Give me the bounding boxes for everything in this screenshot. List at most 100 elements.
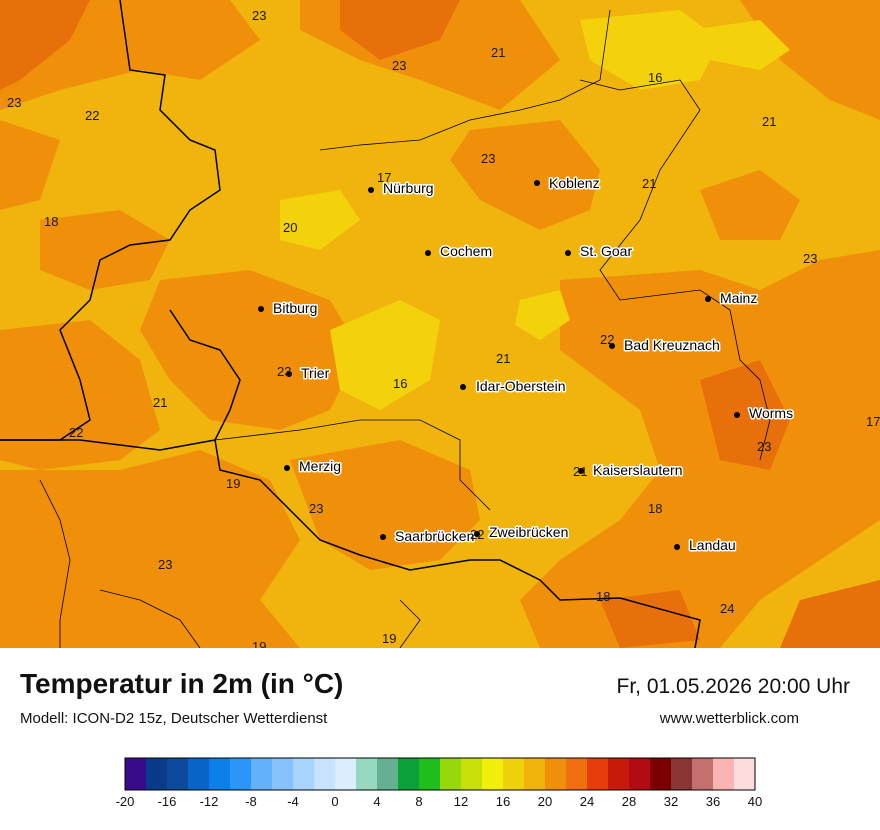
legend-swatch [251,758,273,790]
legend-tick-label: 28 [622,794,636,809]
legend-swatch [629,758,651,790]
legend-tick-label: 36 [706,794,720,809]
city-saarbruecken[interactable]: Saarbrücken [380,527,476,546]
legend-swatch [461,758,483,790]
city-mainz[interactable]: Mainz [705,289,759,308]
legend-tick-label: 20 [538,794,552,809]
legend-swatch [188,758,210,790]
temp-value: 23 [392,58,406,73]
temp-value: 21 [642,176,656,191]
map-canvas: Nürburg Koblenz Cochem St. Goar Bitburg … [0,0,880,648]
temperature-map: Nürburg Koblenz Cochem St. Goar Bitburg … [0,0,880,648]
svg-text:Merzig: Merzig [299,458,341,474]
legend-tick-label: 4 [373,794,380,809]
legend-swatch [398,758,420,790]
temp-value: 16 [648,70,662,85]
legend-swatch [524,758,546,790]
legend-tick-label: -8 [245,794,257,809]
city-merzig[interactable]: Merzig [284,457,343,476]
temp-value: 22 [600,332,614,347]
city-koblenz[interactable]: Koblenz [534,174,601,193]
legend-swatch [335,758,357,790]
temp-value: 23 [481,151,495,166]
legend-scale: -20 -16 -12 -8 -4 0 4 8 12 16 20 24 28 32 36 40 [116,757,762,809]
legend-tick-label: 24 [580,794,594,809]
color-legend: -20 -16 -12 -8 -4 0 4 8 12 16 20 24 28 32 36 40 [110,756,770,816]
city-st-goar[interactable]: St. Goar [565,242,634,261]
temp-value: 19 [382,631,396,646]
city-markers: Nürburg Koblenz Cochem St. Goar Bitburg … [258,174,795,555]
legend-swatch [608,758,630,790]
temp-value: 23 [757,439,771,454]
svg-text:Mainz: Mainz [720,290,757,306]
temp-value: 24 [720,601,734,616]
temp-value: 21 [153,395,167,410]
legend-tick-label: 16 [496,794,510,809]
svg-text:Nürburg: Nürburg [383,180,434,196]
legend-tick-label: 8 [415,794,422,809]
legend-tick-label: 40 [748,794,762,809]
city-worms[interactable]: Worms [734,404,795,423]
cool-regions [280,10,790,410]
temp-value: 17 [866,414,880,429]
city-cochem[interactable]: Cochem [425,242,494,261]
temp-value: 22 [470,527,484,542]
svg-text:Saarbrücken: Saarbrücken [395,528,474,544]
city-nurburg[interactable]: Nürburg [368,179,435,198]
svg-text:Bad Kreuznach: Bad Kreuznach [624,337,720,353]
temp-value: 23 [158,557,172,572]
legend-swatch [356,758,378,790]
temp-value: 18 [44,214,58,229]
legend-tick-label: 32 [664,794,678,809]
legend-swatch [272,758,294,790]
svg-text:Kaiserslautern: Kaiserslautern [593,462,683,478]
temp-value: 16 [393,376,407,391]
map-title: Temperatur in 2m (in °C) [20,668,344,699]
legend-tick-label: -16 [158,794,177,809]
legend-swatch [482,758,504,790]
temp-value: 19 [252,639,266,648]
footer: Temperatur in 2m (in °C) Modell: ICON-D2… [0,648,880,830]
temp-value: 22 [69,425,83,440]
svg-text:Bitburg: Bitburg [273,300,317,316]
site-link[interactable]: www.wetterblick.com [659,710,799,727]
temp-value: 22 [85,108,99,123]
temp-value: 21 [762,114,776,129]
temp-value: 19 [226,476,240,491]
temp-value: 23 [309,501,323,516]
temp-value: 23 [277,364,291,379]
legend-swatch [734,758,756,790]
city-zweibruecken[interactable]: Zweibrücken [474,523,570,542]
legend-swatch [125,758,147,790]
svg-text:Idar-Oberstein: Idar-Oberstein [476,378,565,394]
legend-swatch [650,758,672,790]
city-bad-kreuznach[interactable]: Bad Kreuznach [609,336,721,355]
model-info: Modell: ICON-D2 15z, Deutscher Wetterdie… [20,710,328,727]
forecast-datetime: Fr, 01.05.2026 20:00 Uhr [616,675,851,698]
city-idar-oberstein[interactable]: Idar-Oberstein [460,377,567,396]
legend-swatch [293,758,315,790]
temp-value: 18 [648,501,662,516]
legend-swatch [566,758,588,790]
state-borders [39,9,771,648]
svg-text:Landau: Landau [689,537,736,553]
city-bitburg[interactable]: Bitburg [258,299,319,318]
legend-frame [124,757,756,791]
city-trier[interactable]: Trier [286,364,331,383]
svg-text:Cochem: Cochem [440,243,492,259]
temp-value: 21 [491,45,505,60]
temp-value: 21 [496,351,510,366]
legend-swatch [671,758,693,790]
temp-value: 23 [7,95,21,110]
legend-tick-label: -4 [287,794,299,809]
hot-regions [0,0,880,648]
legend-swatch [587,758,609,790]
legend-swatch [713,758,735,790]
temperature-values: 23 21 23 16 23 22 21 17 23 21 18 20 23 2… [7,8,880,648]
legend-swatch [167,758,189,790]
temp-value: 17 [377,170,391,185]
legend-swatch [377,758,399,790]
city-kaiserslautern[interactable]: Kaiserslautern [578,461,684,480]
city-landau[interactable]: Landau [674,536,737,555]
temp-value: 23 [803,251,817,266]
